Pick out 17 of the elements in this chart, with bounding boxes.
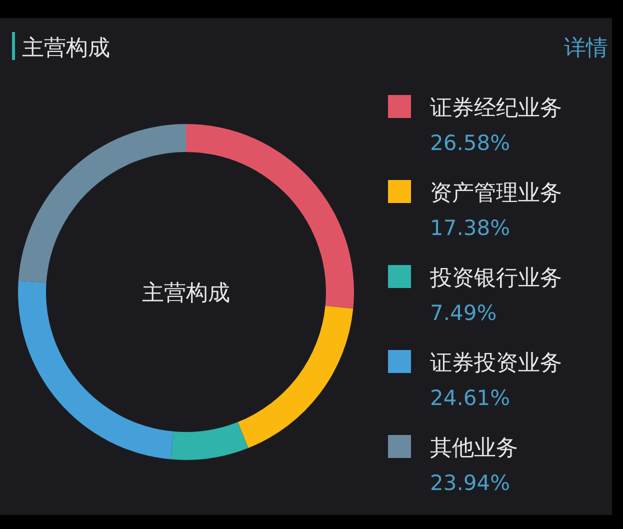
legend-label: 证券经纪业务 — [430, 96, 562, 121]
data-label: 24.61% — [430, 386, 510, 410]
chart-title: 主营构成 — [22, 36, 110, 61]
data-label: 17.38% — [430, 216, 510, 240]
data-label: 7.49% — [430, 301, 497, 325]
donut-slice — [186, 124, 354, 309]
legend-label: 投资银行业务 — [429, 266, 562, 291]
legend-label: 资产管理业务 — [430, 181, 562, 206]
data-label: 26.58% — [430, 131, 510, 155]
donut-slice — [18, 124, 186, 283]
donut-slice — [238, 306, 354, 448]
legend-label: 证券投资业务 — [430, 351, 562, 376]
legend-label: 其他业务 — [430, 436, 518, 461]
data-label: 23.94% — [430, 471, 510, 495]
text: 主营构成 — [142, 281, 230, 306]
text: 详情 — [564, 36, 608, 61]
donut-slice — [170, 422, 248, 460]
